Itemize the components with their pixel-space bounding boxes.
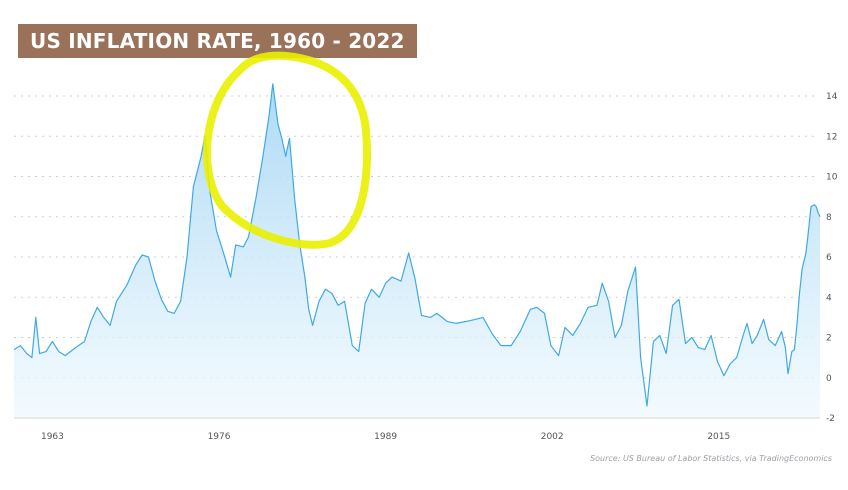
y-axis: 14 12 10 8 6 4 2 0 -2 xyxy=(826,92,838,424)
y-tick-label: 6 xyxy=(826,253,832,263)
highlight-annotation xyxy=(203,51,371,249)
inflation-area-fill xyxy=(14,83,820,419)
y-tick-label: -2 xyxy=(826,414,835,424)
y-tick-label: 10 xyxy=(826,173,838,183)
inflation-series-line xyxy=(13,83,821,407)
x-tick-label: 1976 xyxy=(208,432,231,442)
y-tick-label: 8 xyxy=(826,213,832,223)
x-tick-label: 2015 xyxy=(707,432,730,442)
chart-title: US INFLATION RATE, 1960 - 2022 xyxy=(18,24,417,58)
x-tick-label: 1963 xyxy=(41,432,64,442)
y-tick-label: 2 xyxy=(826,334,832,344)
y-tick-label: 12 xyxy=(826,132,837,142)
plot-area xyxy=(13,83,821,419)
y-tick-label: 14 xyxy=(826,92,838,102)
x-tick-label: 1989 xyxy=(374,432,397,442)
y-tick-label: 4 xyxy=(826,293,832,303)
x-tick-label: 2002 xyxy=(541,432,564,442)
y-tick-label: 0 xyxy=(826,374,832,384)
x-axis: 1963 1976 1989 2002 2015 xyxy=(41,432,730,442)
source-note: Source: US Bureau of Labor Statistics, v… xyxy=(590,454,832,463)
highlight-circle xyxy=(203,51,371,249)
